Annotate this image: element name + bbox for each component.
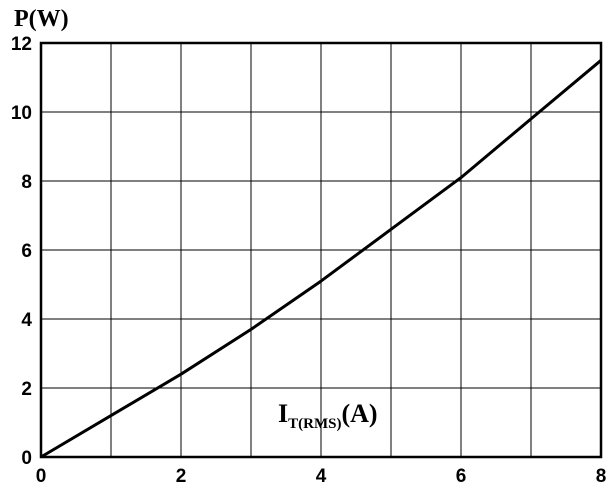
y-tick-labels: 0 2 4 6 8 10 12 — [11, 34, 33, 469]
x-tick-label: 0 — [36, 466, 47, 487]
y-tick-label: 6 — [21, 241, 32, 262]
x-axis-label-unit: (A) — [341, 399, 377, 428]
y-tick-label: 0 — [21, 448, 32, 469]
y-tick-label: 8 — [21, 172, 32, 193]
grid — [40, 42, 602, 458]
y-tick-label: 12 — [11, 34, 32, 55]
plot-frame — [39, 41, 603, 459]
y-tick-label: 2 — [21, 379, 32, 400]
series-line — [40, 59, 602, 459]
x-tick-label: 2 — [176, 466, 187, 487]
x-tick-label: 4 — [316, 466, 327, 487]
x-axis-label: IT(RMS)(A) — [278, 399, 378, 432]
x-axis-label-main: I — [278, 399, 288, 428]
y-tick-label: 4 — [21, 310, 32, 331]
y-tick-label: 10 — [11, 103, 32, 124]
x-tick-label: 8 — [596, 466, 607, 487]
x-tick-label: 6 — [456, 466, 467, 487]
x-tick-labels: 0 2 4 6 8 — [36, 466, 607, 487]
y-axis-label: P(W) — [14, 6, 69, 32]
x-axis-label-sub: T(RMS) — [288, 416, 341, 432]
